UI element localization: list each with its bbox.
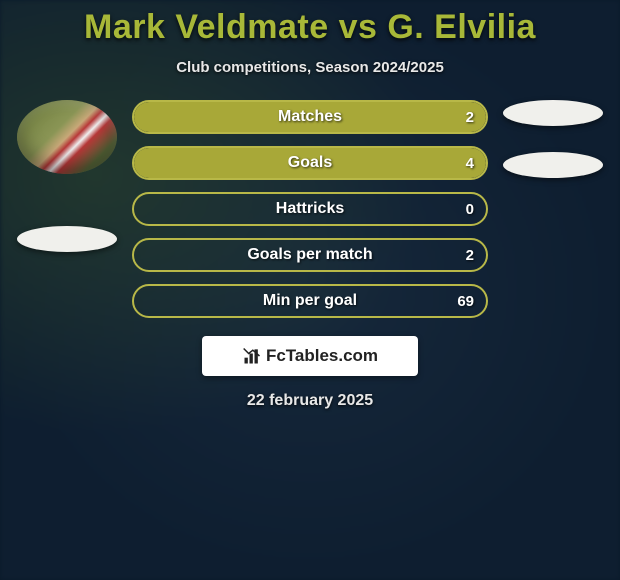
stat-value: 2 (466, 109, 474, 126)
stat-row: Goals per match 2 (132, 238, 488, 272)
stat-value: 69 (457, 293, 474, 310)
left-player-column (8, 100, 126, 330)
source-logo-box: FcTables.com (202, 336, 418, 376)
stats-list: Matches 2 Goals 4 Hattricks 0 Goals per match 2… (126, 100, 494, 330)
stat-label: Hattricks (276, 200, 344, 218)
right-player-badge (503, 100, 603, 126)
right-player-column (494, 100, 612, 330)
stat-label: Matches (278, 108, 342, 126)
stat-label: Min per goal (263, 292, 357, 310)
page-title: Mark Veldmate vs G. Elvilia (0, 8, 620, 47)
stat-label: Goals (288, 154, 332, 172)
stat-label: Goals per match (247, 246, 372, 264)
left-player-badge (17, 226, 117, 252)
stat-value: 2 (466, 247, 474, 264)
stat-row: Hattricks 0 (132, 192, 488, 226)
subtitle: Club competitions, Season 2024/2025 (0, 59, 620, 76)
stat-value: 4 (466, 155, 474, 172)
comparison-card: Mark Veldmate vs G. Elvilia Club competi… (0, 0, 620, 580)
date-label: 22 february 2025 (0, 392, 620, 410)
left-player-avatar-wrap (17, 100, 117, 174)
stat-row: Matches 2 (132, 100, 488, 134)
stat-row: Goals 4 (132, 146, 488, 180)
comparison-body: Matches 2 Goals 4 Hattricks 0 Goals per match 2… (0, 100, 620, 330)
source-logo-text: FcTables.com (266, 346, 378, 366)
right-player-badge (503, 152, 603, 178)
bar-chart-icon (242, 346, 262, 366)
stat-value: 0 (466, 201, 474, 218)
left-player-avatar (17, 100, 117, 174)
stat-row: Min per goal 69 (132, 284, 488, 318)
